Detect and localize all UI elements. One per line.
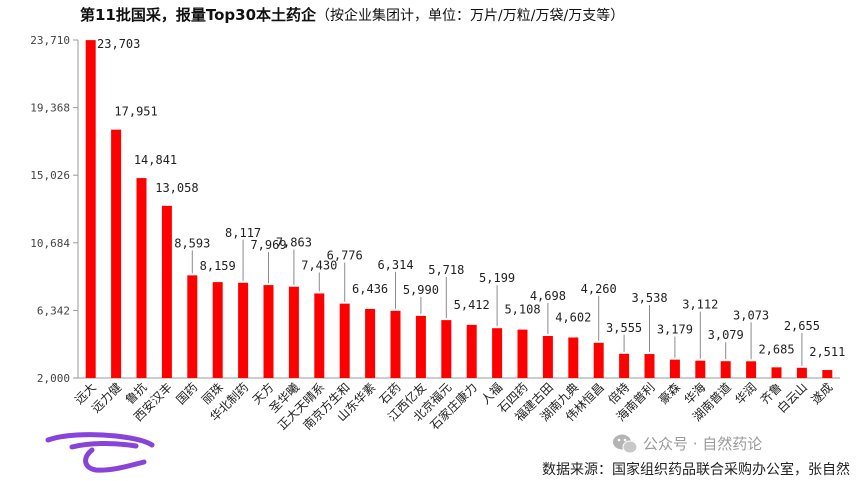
- data-label: 6,776: [327, 249, 363, 263]
- y-tick-label: 15,026: [30, 169, 70, 182]
- data-label: 3,179: [657, 323, 693, 337]
- watermark: 公众号 · 自然药论: [613, 434, 762, 454]
- data-label: 6,436: [352, 282, 388, 296]
- bar: [187, 275, 198, 378]
- data-label: 4,602: [555, 310, 591, 324]
- bar: [746, 361, 757, 378]
- y-tick-label: 19,368: [30, 102, 70, 115]
- data-label: 2,511: [809, 345, 845, 359]
- category-label: 遂成: [809, 380, 836, 407]
- data-label: 14,841: [134, 153, 177, 167]
- data-label: 23,703: [97, 37, 140, 51]
- data-label: 3,112: [682, 298, 718, 312]
- bar: [466, 324, 477, 378]
- wechat-icon: [613, 434, 638, 454]
- bar: [136, 178, 147, 378]
- bar: [441, 320, 452, 378]
- y-tick-label: 10,684: [30, 237, 70, 250]
- bar: [542, 335, 553, 378]
- bar: [161, 205, 172, 378]
- bar-series: [85, 40, 833, 379]
- data-label: 3,555: [606, 321, 642, 335]
- bar: [568, 337, 579, 378]
- data-label: 5,199: [479, 271, 515, 285]
- data-label: 7,969: [250, 238, 286, 252]
- chart-title: 第11批国采，报量Top30本土药企（按企业集团计，单位：万片/万粒/万袋/万支…: [80, 6, 624, 24]
- data-label: 17,951: [114, 105, 157, 119]
- bar: [111, 129, 122, 378]
- bar: [517, 329, 528, 378]
- data-label: 5,108: [504, 303, 540, 317]
- bar: [695, 360, 706, 378]
- y-axis-ticks: 2,000 6,342 10,684 15,026 19,368 23,710: [30, 34, 78, 385]
- data-label: 6,314: [377, 258, 413, 272]
- bar: [619, 353, 630, 378]
- data-label: 4,260: [581, 282, 617, 296]
- data-label: 8,593: [174, 236, 210, 250]
- bar: [796, 367, 807, 378]
- data-label: 2,685: [758, 342, 794, 356]
- watermark-text: 公众号 · 自然药论: [643, 435, 762, 453]
- bar: [669, 359, 680, 378]
- source-note: 数据来源：国家组织药品联合采购办公室，张自然: [542, 461, 850, 478]
- bar: [238, 282, 249, 378]
- y-tick-label: 6,342: [37, 304, 70, 317]
- data-label: 13,058: [155, 181, 198, 195]
- category-label: 豪森: [655, 380, 683, 408]
- category-label: 国药: [174, 380, 201, 407]
- bar: [212, 282, 223, 378]
- data-label: 8,117: [225, 226, 261, 240]
- data-label: 8,159: [200, 259, 236, 273]
- data-label: 3,073: [733, 308, 769, 322]
- data-label: 7,863: [276, 236, 312, 250]
- bar: [593, 342, 604, 378]
- bar: [314, 293, 325, 378]
- bar: [339, 303, 350, 378]
- bar: [771, 367, 782, 378]
- data-label: 5,990: [403, 283, 439, 297]
- data-label: 5,412: [454, 298, 490, 312]
- data-label: 3,079: [708, 328, 744, 342]
- bar: [720, 361, 731, 378]
- bar: [492, 328, 503, 378]
- data-label: 3,538: [631, 291, 667, 305]
- label-leader-lines: [191, 239, 803, 366]
- chart-title-main: 第11批国采，报量Top30本土药企: [80, 6, 317, 24]
- data-label: 4,698: [530, 289, 566, 303]
- bar: [822, 370, 833, 378]
- bar: [85, 40, 96, 379]
- data-labels: 23,70317,95114,84113,0588,5938,1598,1177…: [97, 37, 845, 359]
- purple-underline-annotation: [45, 432, 155, 473]
- x-axis-category-labels: 远大远力健鲁抗西安汉丰国药丽珠华北制药天方圣华曦正大天晴系南京方生和山东华素石药…: [72, 380, 835, 433]
- data-label: 5,718: [428, 263, 464, 277]
- bar: [365, 308, 376, 378]
- y-tick-label: 23,710: [30, 34, 70, 47]
- bar: [415, 315, 426, 378]
- bar: [263, 285, 274, 378]
- data-label: 2,655: [784, 319, 820, 333]
- bar: [288, 286, 299, 378]
- bar: [390, 310, 401, 378]
- bar: [644, 354, 655, 378]
- category-label: 华润: [732, 380, 759, 407]
- data-label: 7,430: [301, 258, 337, 272]
- chart-title-note: （按企业集团计，单位：万片/万粒/万袋/万支等）: [316, 7, 624, 24]
- y-tick-label: 2,000: [37, 372, 70, 385]
